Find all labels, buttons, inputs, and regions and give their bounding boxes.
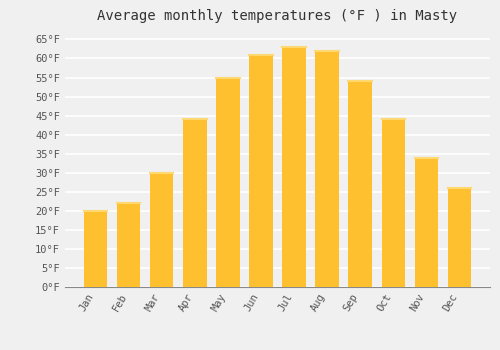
Bar bbox=[184, 119, 206, 287]
Title: Average monthly temperatures (°F ) in Masty: Average monthly temperatures (°F ) in Ma… bbox=[98, 9, 458, 23]
Bar bbox=[414, 158, 438, 287]
Bar bbox=[250, 55, 272, 287]
Bar bbox=[282, 47, 306, 287]
Bar bbox=[382, 119, 404, 287]
Bar bbox=[316, 51, 338, 287]
Bar bbox=[348, 81, 372, 287]
Bar bbox=[118, 203, 141, 287]
Bar bbox=[150, 173, 174, 287]
Bar bbox=[84, 211, 108, 287]
Bar bbox=[216, 77, 240, 287]
Bar bbox=[448, 188, 470, 287]
